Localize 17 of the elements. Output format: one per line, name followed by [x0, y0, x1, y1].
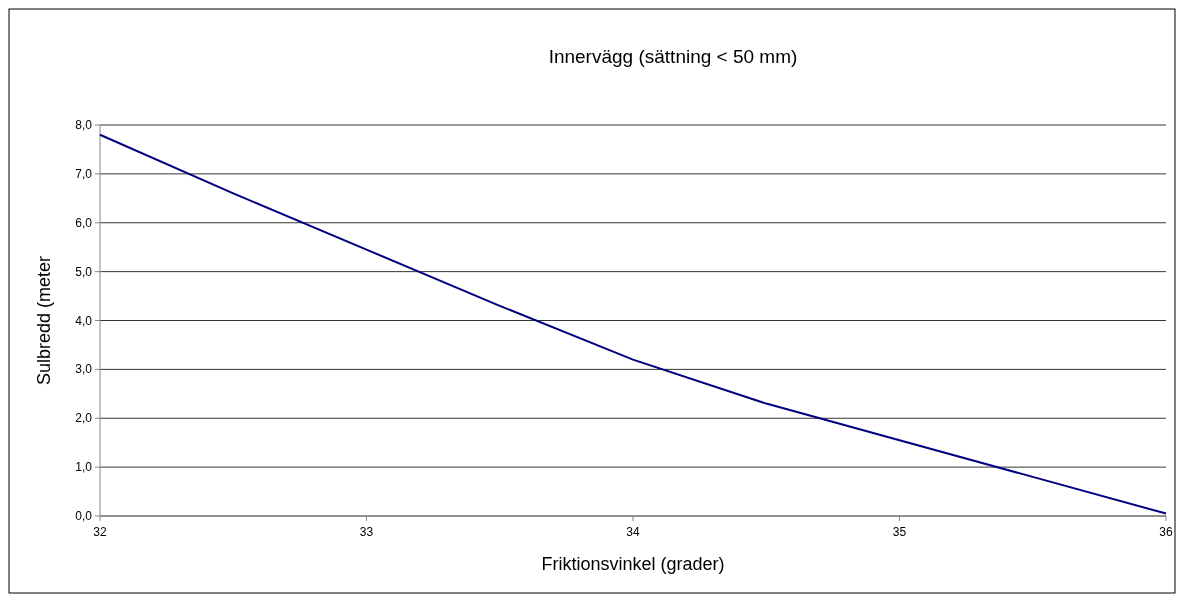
x-tick-label: 35 — [892, 525, 907, 539]
y-tick-label: 6,0 — [75, 215, 93, 230]
x-tick-label: 33 — [359, 525, 374, 539]
y-tick-label: 4,0 — [75, 313, 93, 328]
y-tick-label: 3,0 — [75, 362, 93, 377]
x-tick-label: 32 — [93, 525, 107, 539]
x-tick-label: 36 — [1159, 525, 1173, 539]
y-tick-label: 2,0 — [75, 411, 93, 426]
y-tick-label: 1,0 — [75, 460, 93, 475]
y-tick-label: 7,0 — [75, 166, 93, 181]
y-tick-label: 5,0 — [75, 264, 93, 279]
y-axis-title: Sulbredd (meter — [34, 255, 54, 386]
chart-title: Innervägg (sättning < 50 mm) — [548, 46, 798, 67]
y-tick-label: 0,0 — [75, 509, 93, 523]
x-axis-title: Friktionsvinkel (grader) — [541, 554, 725, 574]
x-tick-label: 34 — [626, 525, 640, 539]
y-tick-label: 8,0 — [75, 118, 93, 132]
